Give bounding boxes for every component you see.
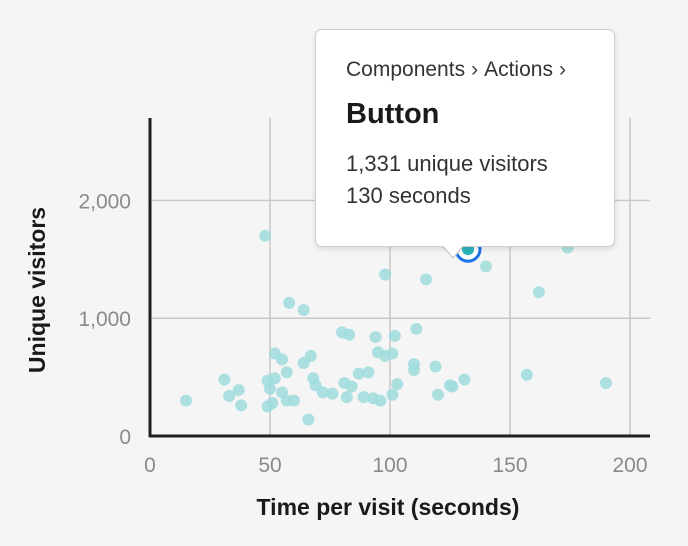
data-point[interactable] [388, 329, 401, 342]
data-point[interactable] [420, 273, 432, 286]
data-point[interactable] [266, 397, 279, 410]
chevron-right-icon: › [471, 58, 479, 81]
data-point[interactable] [520, 368, 533, 381]
data-point[interactable] [264, 382, 276, 395]
axes [148, 118, 650, 438]
data-point[interactable] [458, 373, 471, 386]
x-tick-label: 0 [144, 454, 156, 477]
tooltip-arrow [441, 243, 465, 257]
data-point[interactable] [386, 388, 399, 401]
x-tick-label: 100 [372, 454, 407, 477]
tooltip-title: Button [346, 98, 440, 130]
data-point[interactable] [391, 378, 404, 391]
x-axis-title: Time per visit (seconds) [257, 494, 520, 520]
x-tick-label: 150 [492, 454, 527, 477]
data-point[interactable] [223, 389, 236, 402]
data-point[interactable] [352, 367, 365, 380]
data-point[interactable] [288, 394, 300, 407]
data-point[interactable] [268, 372, 281, 385]
data-point[interactable] [297, 356, 310, 369]
chevron-right-icon: › [558, 58, 566, 81]
data-points [180, 229, 612, 426]
y-axis-title: Unique visitors [24, 207, 50, 373]
data-point[interactable] [446, 380, 459, 393]
data-point[interactable] [276, 353, 288, 366]
data-point[interactable] [340, 391, 353, 404]
data-point[interactable] [297, 303, 310, 316]
data-point[interactable] [357, 391, 370, 404]
tooltip-breadcrumb: Components › Actions › [346, 56, 614, 84]
data-point[interactable] [259, 229, 272, 242]
data-point[interactable] [283, 296, 296, 309]
breadcrumb-item-components[interactable]: Components [346, 58, 466, 81]
data-point[interactable] [379, 349, 392, 362]
data-point[interactable] [326, 387, 339, 400]
data-point[interactable] [343, 328, 356, 341]
tooltip-visitors: 1,331 unique visitors [346, 151, 548, 176]
x-tick-label: 200 [612, 454, 647, 477]
tooltip-time: 130 seconds [346, 183, 471, 208]
y-tick-label: 1,000 [78, 308, 131, 331]
data-point[interactable] [410, 322, 423, 335]
breadcrumb-item-actions[interactable]: Actions [484, 58, 553, 81]
data-point[interactable] [232, 384, 245, 397]
data-point[interactable] [345, 380, 358, 393]
data-point[interactable] [600, 377, 612, 389]
data-point[interactable] [429, 360, 442, 373]
tick-labels: 0 50 100 150 200 0 1,000 2,000 [78, 190, 647, 477]
data-point[interactable] [280, 366, 293, 379]
data-point[interactable] [369, 331, 382, 344]
data-point[interactable] [180, 394, 192, 407]
x-tick-label: 50 [258, 454, 281, 477]
hover-tooltip: Components › Actions › Button 1,331 unique … [315, 29, 615, 247]
data-point[interactable] [432, 388, 444, 401]
y-tick-label: 0 [119, 426, 131, 449]
data-point[interactable] [302, 413, 315, 426]
data-point[interactable] [408, 364, 420, 377]
data-point[interactable] [362, 366, 375, 379]
data-point[interactable] [316, 386, 329, 399]
data-point[interactable] [218, 373, 231, 386]
data-point[interactable] [235, 399, 248, 412]
data-point[interactable] [374, 394, 387, 407]
data-point[interactable] [532, 286, 545, 299]
y-tick-label: 2,000 [78, 190, 131, 213]
data-point[interactable] [480, 260, 492, 273]
data-point[interactable] [379, 268, 392, 281]
